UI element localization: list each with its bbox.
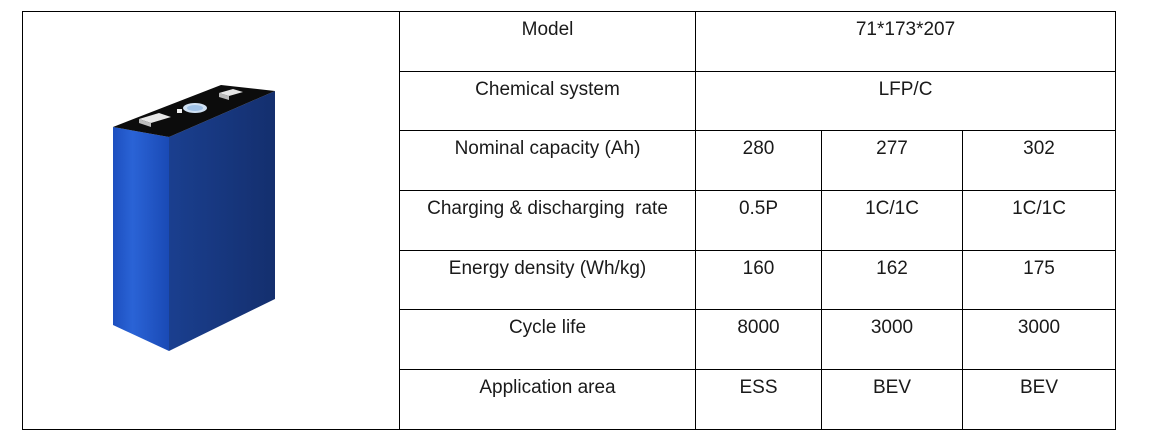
row-label-cycle-life: Cycle life [399,309,696,371]
table-cell: 302 [961,130,1117,192]
table-row-model: Model 71*173*207 [22,11,1117,430]
table-cell: 8000 [695,309,822,371]
table-cell: 160 [695,249,822,311]
table-cell: 280 [695,130,822,192]
table-cell: 175 [961,249,1117,311]
table-cell: 0.5P [695,190,822,251]
table-cell: BEV [821,369,963,430]
product-image-cell [22,11,400,430]
table-cell: 1C/1C [821,190,963,251]
row-label-energy-density: Energy density (Wh/kg) [399,249,696,311]
table-cell: 162 [821,249,963,311]
table-cell: ESS [695,369,822,430]
row-label-charging-rate: Charging & discharging rate [399,190,696,251]
row-value-chemical-system: LFP/C [694,70,1117,132]
table-row-energy-density: Energy density (Wh/kg) 160 162 175 [23,249,1117,311]
table-cell: 277 [821,130,963,192]
row-label-model: Model [399,11,696,72]
row-value-model: 71*173*207 [694,11,1117,72]
table-row-application-area: Application area ESS BEV BEV [23,369,1117,430]
table-row-chemical-system: Chemical system LFP/C [23,70,1117,132]
battery-spec-table: Model 71*173*207 Chemical system LFP/C N… [22,11,1117,430]
table-row-cycle-life: Cycle life 8000 3000 3000 [23,309,1117,371]
row-label-nominal-capacity: Nominal capacity (Ah) [399,130,696,192]
row-label-application-area: Application area [399,369,696,430]
table-cell: 3000 [961,309,1117,371]
table-row-charging-rate: Charging & discharging rate 0.5P 1C/1C 1… [23,190,1117,251]
table-cell: 3000 [821,309,963,371]
spec-sheet: Model 71*173*207 Chemical system LFP/C N… [22,11,1117,430]
table-cell: BEV [961,369,1117,430]
row-label-chemical-system: Chemical system [399,70,696,132]
table-cell: 1C/1C [961,190,1117,251]
battery-cell-icon [113,85,275,352]
